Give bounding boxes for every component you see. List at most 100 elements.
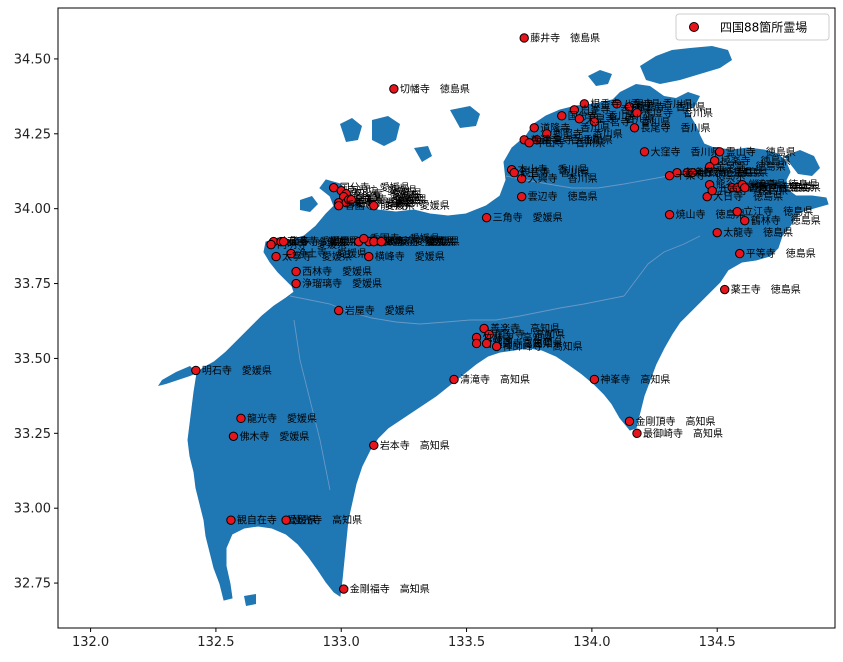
temple-label: 長尾寺 香川県	[640, 122, 710, 134]
temple-marker	[632, 428, 642, 439]
temple-marker	[542, 129, 552, 139]
geiyo-islets	[414, 146, 432, 162]
awaji-tip	[784, 150, 820, 176]
temple-label: 恩山寺 徳島県	[751, 181, 821, 194]
temple-marker	[579, 99, 590, 109]
temple-label: 霊山寺 徳島県	[726, 145, 796, 158]
y-tick-label: 32.75	[14, 577, 51, 592]
temple-label: 明石寺 愛媛県	[202, 364, 272, 377]
temple-label: 西林寺 愛媛県	[302, 265, 372, 278]
temple-marker	[704, 162, 715, 172]
temple-marker	[664, 171, 675, 181]
temple-label: 金泉寺 徳島県	[716, 160, 786, 173]
temple-marker	[278, 236, 289, 247]
temple-label: 清滝寺 高知県	[460, 373, 530, 386]
temple-marker	[632, 108, 642, 118]
temple-label: 浄瑠璃寺 愛媛県	[302, 277, 382, 290]
temple-label: 禅師峰寺 高知県	[503, 340, 583, 353]
temple-label: 大窪寺 香川県	[651, 145, 721, 158]
temple-label: 一宮寺 香川県	[600, 115, 670, 128]
temple-label: 岩屋寺 愛媛県	[345, 304, 415, 317]
temple-label: 八坂寺 愛媛県	[387, 235, 457, 248]
temple-label: 仙遊寺 愛媛県	[345, 196, 415, 209]
x-tick-label: 134.0	[573, 635, 610, 650]
temple-marker	[369, 200, 379, 211]
temple-label: 屋島寺 香川県	[635, 100, 705, 113]
temple-marker	[334, 200, 344, 211]
temple-marker	[664, 209, 675, 220]
temple-marker	[740, 215, 750, 226]
temple-label: 国分寺 徳島県	[743, 181, 813, 194]
temple-label: 観音寺 香川県	[520, 166, 590, 179]
temple-label: 浄土寺 愛媛県	[297, 247, 367, 260]
shikoku-landmass	[158, 46, 829, 606]
temple-label: 観自在寺 愛媛県	[237, 514, 317, 527]
legend-label: 四国88箇所霊場	[720, 21, 807, 35]
innoshima-islets	[300, 196, 318, 212]
x-tick-label: 133.0	[323, 635, 360, 650]
temple-label: 竹林寺 高知県	[483, 331, 553, 344]
southwest-islets	[244, 594, 256, 606]
temple-label: 八栗寺 香川県	[623, 98, 693, 110]
temple-marker	[484, 329, 494, 340]
temple-label: 極楽寺 徳島県	[721, 154, 791, 167]
temple-label: 安楽寺 徳島県	[683, 166, 753, 179]
temple-label: 延命寺 愛媛県	[350, 190, 420, 203]
y-tick-label: 34.00	[14, 202, 51, 217]
temple-label: 立江寺 徳島県	[743, 205, 813, 218]
temple-marker	[339, 584, 349, 594]
temple-marker	[702, 191, 712, 202]
temple-marker	[639, 147, 650, 157]
temple-label: 薬王寺 徳島県	[731, 283, 801, 296]
legend: 四国88箇所霊場	[675, 13, 830, 41]
temple-marker	[191, 365, 201, 376]
legend-box	[675, 13, 830, 41]
temple-marker	[369, 440, 379, 450]
temple-marker	[720, 284, 730, 295]
temple-marker	[286, 248, 296, 259]
temple-label: 岩本寺 高知県	[380, 439, 450, 452]
y-tick-label: 33.00	[14, 502, 51, 517]
shikoku-island	[187, 97, 829, 601]
shodoshima-islet	[588, 70, 612, 86]
temple-marker	[334, 305, 344, 316]
temple-label: 国分寺 高知県	[495, 328, 565, 341]
temple-marker	[687, 168, 697, 178]
temple-label: 雲辺寺 徳島県	[528, 190, 598, 203]
temple-marker	[226, 515, 236, 525]
temple-marker	[589, 374, 600, 385]
temple-label: 大興寺 香川県	[528, 172, 598, 185]
x-tick-label: 132.0	[72, 635, 109, 650]
temple-label: 神峯寺 高知県	[600, 373, 670, 386]
axis-ticks: 132.0 132.5 133.0 133.5 134.0 134.5 32.75 33.00…	[14, 52, 736, 650]
temple-marker	[364, 251, 374, 262]
temple-marker	[569, 105, 580, 115]
temple-label: 浄瑠璃寺 愛媛県	[380, 235, 460, 248]
temple-marker	[707, 186, 717, 196]
tokushima-kochi-border	[623, 235, 701, 297]
temple-label: 藤井寺 徳島県	[530, 31, 600, 44]
temple-marker	[449, 374, 459, 385]
temple-marker	[481, 212, 492, 223]
temple-marker	[712, 227, 722, 238]
temple-marker	[228, 431, 239, 442]
x-tick-label: 134.5	[699, 635, 736, 650]
temple-label: 宝厳寺 愛媛県	[375, 235, 445, 248]
temple-marker	[236, 413, 246, 424]
temple-label: 善通寺 香川県	[530, 133, 600, 146]
temple-marker	[471, 338, 482, 349]
temple-marker	[479, 323, 489, 334]
temple-label: 井戸寺 徳島県	[718, 184, 788, 197]
temple-label: 国分寺 愛媛県	[340, 181, 410, 194]
temple-marker	[516, 174, 527, 184]
temple-marker	[481, 338, 492, 349]
temple-marker	[376, 236, 387, 247]
temple-label: 石手寺 愛媛県	[287, 235, 357, 248]
temple-label: 善楽寺 高知県	[490, 322, 560, 335]
temple-label: 三角寺 愛媛県	[493, 211, 563, 224]
temple-marker	[629, 123, 640, 133]
temple-label: 本山寺 香川県	[518, 163, 588, 176]
temple-marker	[271, 251, 281, 262]
